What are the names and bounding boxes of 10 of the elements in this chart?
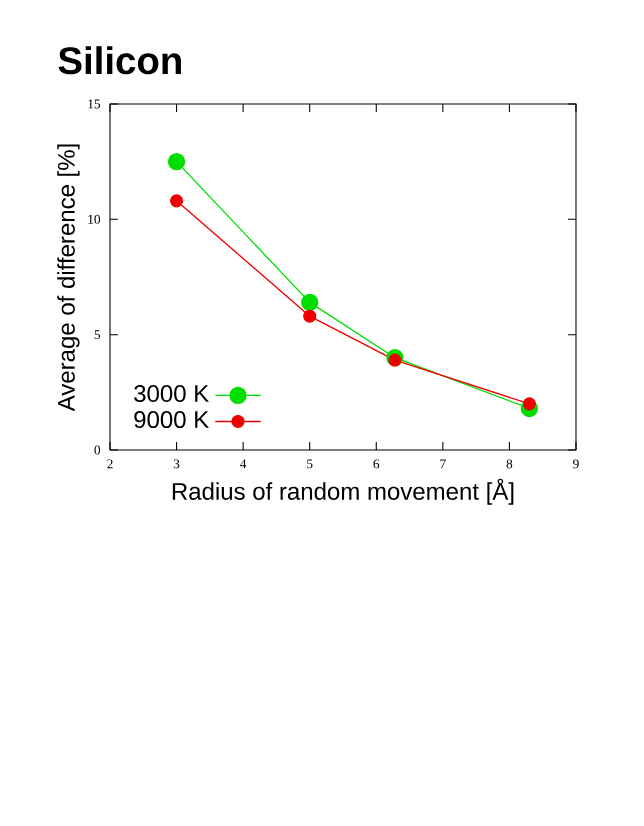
point bbox=[170, 194, 184, 208]
point bbox=[301, 293, 319, 312]
x-axis-title: Radius of random movement [Å] bbox=[172, 478, 514, 505]
point bbox=[303, 309, 317, 323]
chart-title: Silicon bbox=[58, 46, 181, 75]
point bbox=[522, 397, 536, 411]
legend-label: 9000 K bbox=[134, 411, 209, 429]
legend-label: 3000 K bbox=[134, 385, 209, 403]
y-axis-title: Average of difference [%] bbox=[57, 144, 80, 412]
point bbox=[167, 152, 186, 171]
